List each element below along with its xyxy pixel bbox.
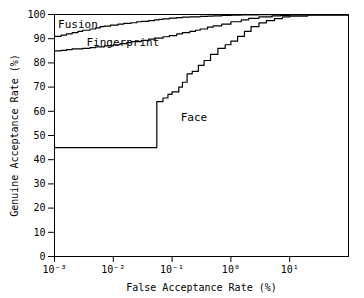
svg-text:80: 80 (33, 57, 45, 68)
svg-text:10⁻¹: 10⁻¹ (160, 264, 184, 275)
svg-text:10⁻³: 10⁻³ (42, 264, 66, 275)
svg-text:20: 20 (33, 202, 45, 213)
svg-text:10⁰: 10⁰ (222, 264, 240, 275)
svg-text:30: 30 (33, 178, 45, 189)
svg-text:False Acceptance Rate (%): False Acceptance Rate (%) (126, 282, 277, 293)
svg-text:10: 10 (33, 227, 45, 238)
svg-text:90: 90 (33, 33, 45, 44)
svg-text:0: 0 (39, 251, 45, 262)
svg-text:10⁻²: 10⁻² (101, 264, 125, 275)
svg-text:Face: Face (181, 111, 208, 124)
svg-text:100: 100 (27, 9, 45, 20)
svg-text:10¹: 10¹ (281, 264, 299, 275)
svg-text:Genuine Acceptance Rate (%): Genuine Acceptance Rate (%) (9, 54, 20, 217)
svg-text:Fingerprint: Fingerprint (86, 36, 159, 49)
svg-text:Fusion: Fusion (58, 18, 98, 31)
svg-text:70: 70 (33, 81, 45, 92)
svg-text:50: 50 (33, 130, 45, 141)
svg-text:60: 60 (33, 106, 45, 117)
svg-text:40: 40 (33, 154, 45, 165)
